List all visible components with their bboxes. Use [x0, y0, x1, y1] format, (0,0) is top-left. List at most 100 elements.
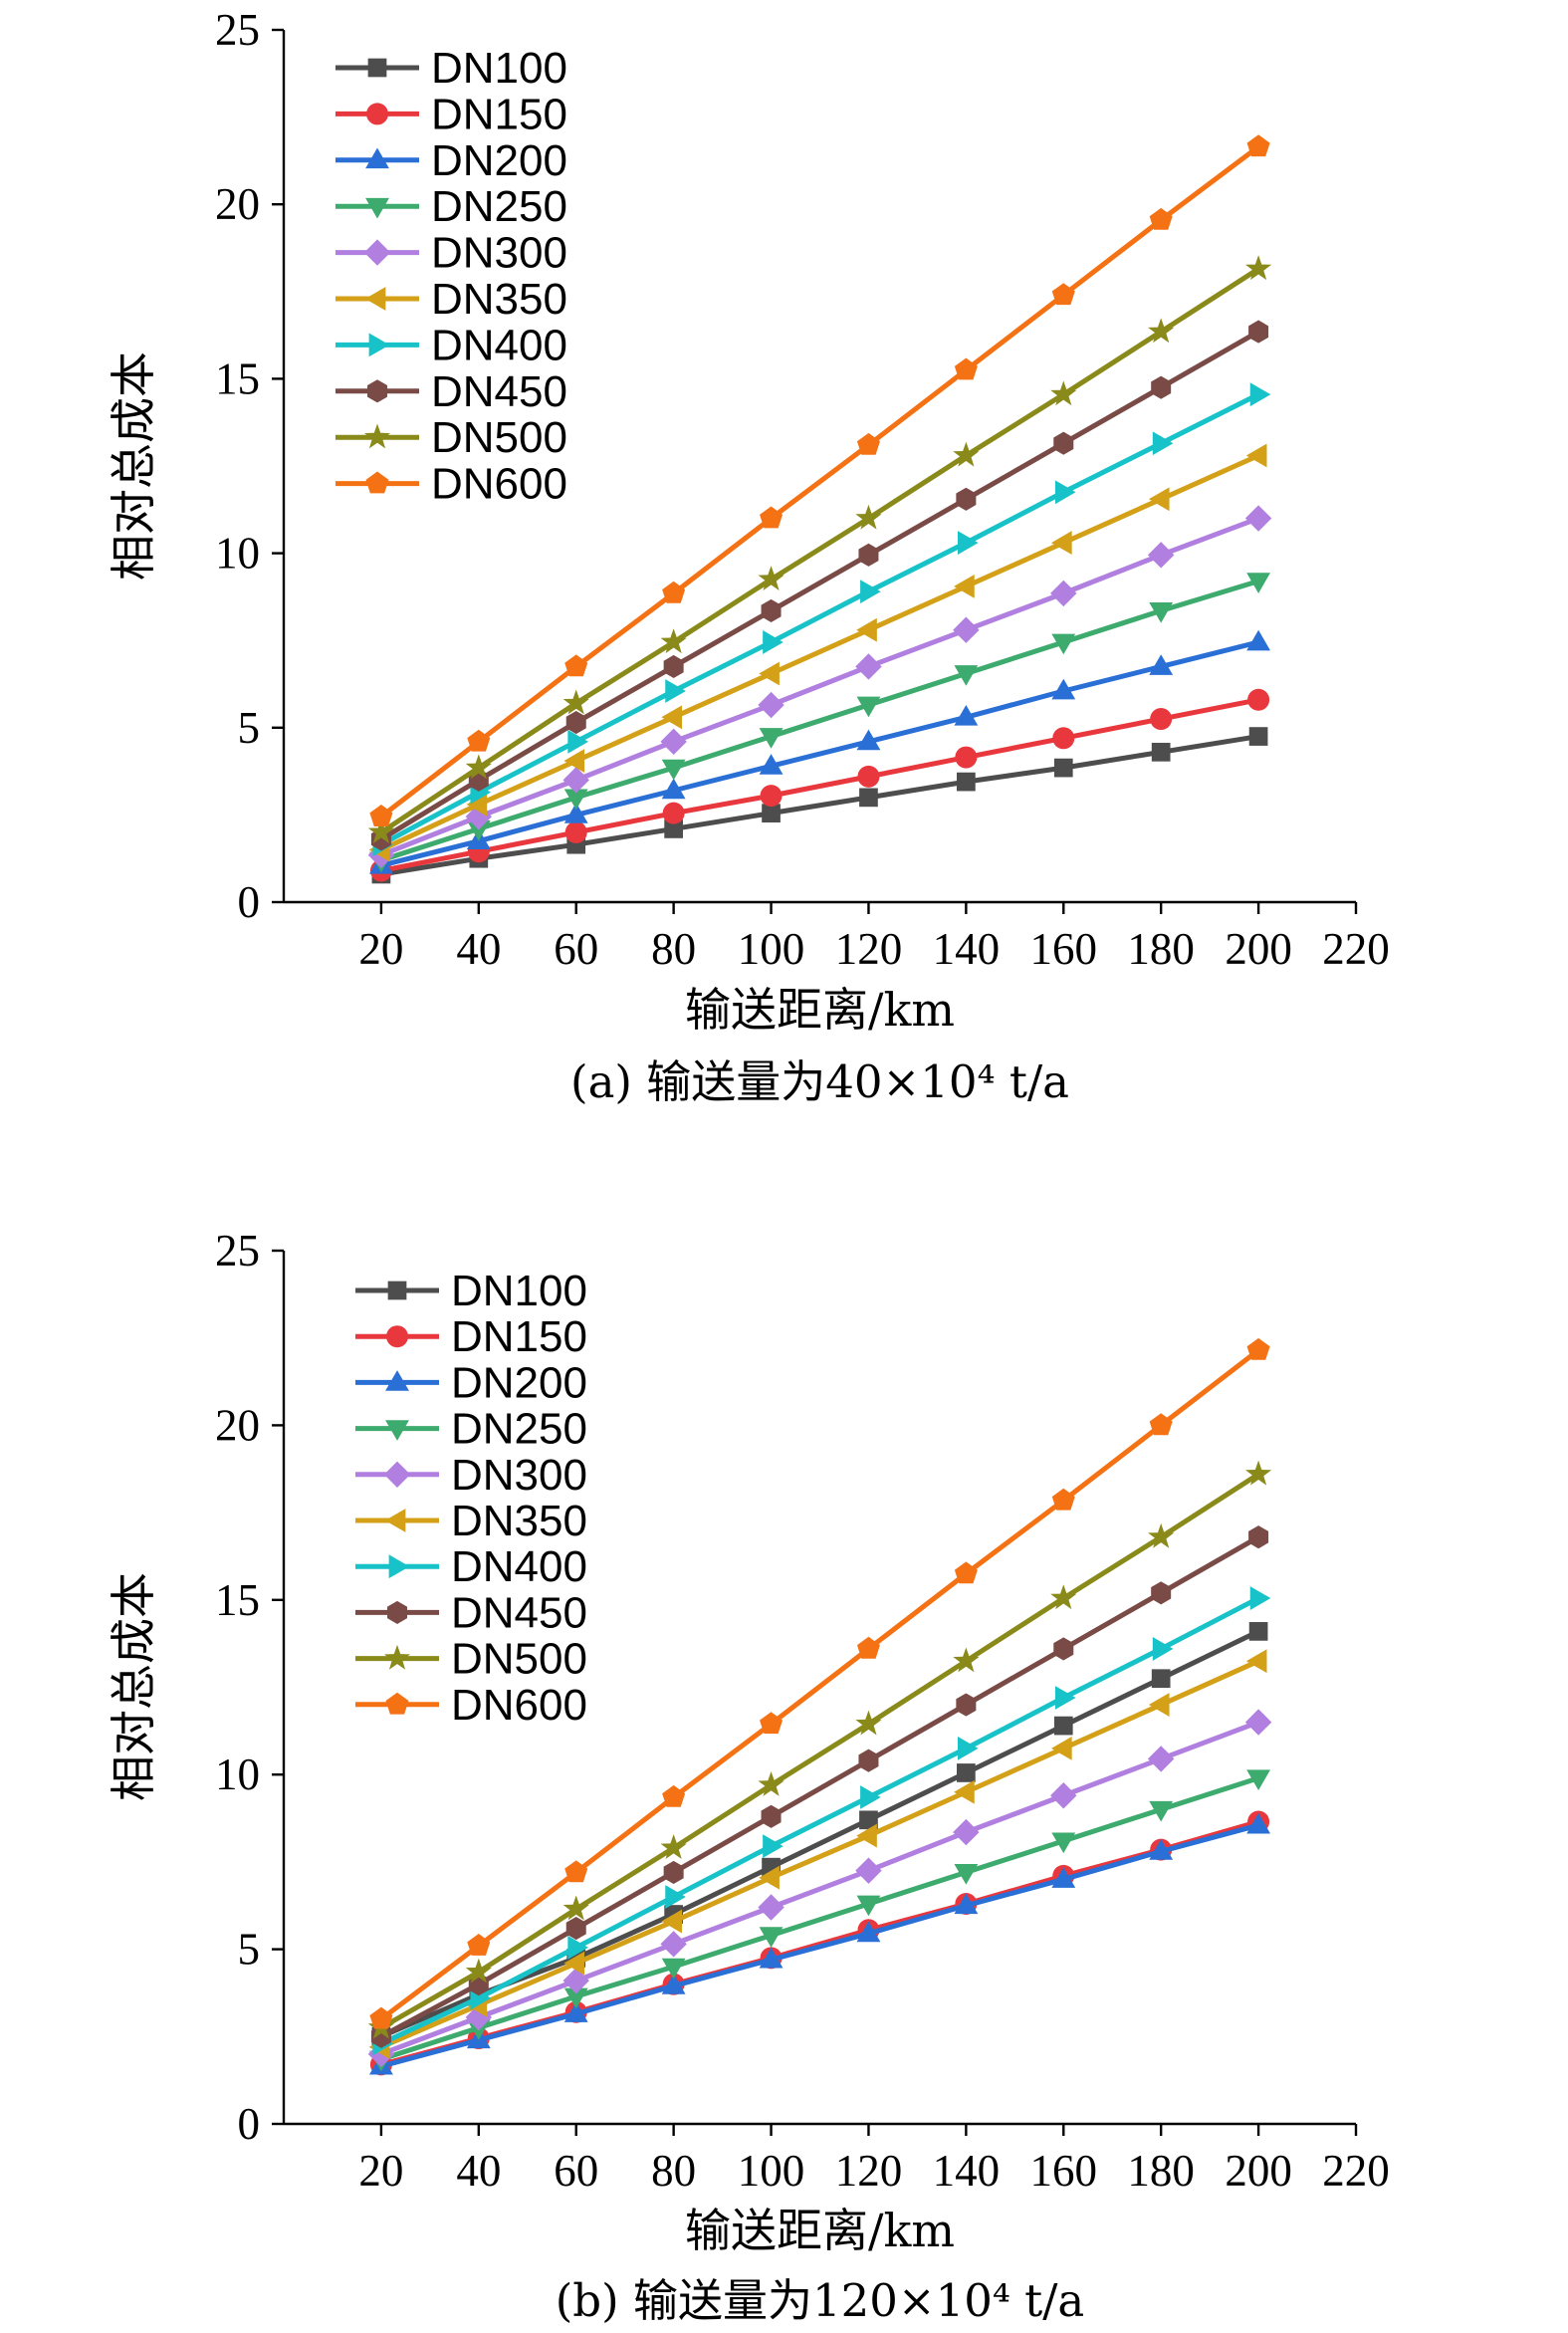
legend-label: DN500	[431, 413, 567, 462]
data-point	[665, 679, 686, 703]
data-point	[1246, 1812, 1270, 1834]
data-point	[1053, 431, 1074, 455]
x-tick-label: 160	[1030, 2146, 1098, 2196]
series-DN250	[369, 573, 1270, 873]
legend-label: DN100	[451, 1267, 587, 1315]
data-point	[1246, 1769, 1270, 1790]
legend: DN100DN150DN200DN250DN300DN350DN400DN450…	[336, 44, 567, 509]
data-point	[1051, 1867, 1076, 1888]
data-point	[567, 729, 588, 754]
series-line	[380, 734, 1259, 877]
data-point	[1051, 633, 1076, 655]
x-tick-label: 60	[554, 2146, 598, 2196]
y-tick-label: 25	[215, 5, 260, 55]
series-DN400	[372, 382, 1271, 857]
data-point	[957, 1736, 979, 1760]
data-point	[758, 566, 784, 590]
data-point	[665, 1885, 686, 1909]
data-point	[467, 1933, 491, 1956]
legend-marker	[387, 1600, 407, 1624]
data-point	[1051, 1736, 1072, 1760]
data-point	[1246, 134, 1270, 157]
legend-label: DN200	[451, 1358, 587, 1407]
legend-label: DN300	[431, 229, 567, 278]
data-point	[1151, 1669, 1171, 1689]
data-point	[1051, 283, 1075, 306]
data-point	[954, 574, 975, 598]
data-point	[564, 1860, 588, 1883]
x-tick-label: 80	[651, 924, 696, 974]
legend-label: DN450	[431, 367, 567, 416]
chart-panel-a: 0 5 10 15 20 25 20 40 60 80 100 120 140 160 180 200 220 D…	[107, 5, 1390, 1108]
x-tick-label: 220	[1322, 2146, 1390, 2196]
data-point	[957, 531, 979, 555]
data-point	[856, 1895, 881, 1917]
legend-label: DN400	[451, 1542, 587, 1591]
data-point	[954, 1779, 975, 1804]
data-point	[953, 441, 980, 467]
data-point	[856, 432, 880, 455]
series-DN200	[369, 629, 1270, 874]
data-point	[759, 661, 780, 686]
data-point	[563, 803, 588, 823]
data-point	[1152, 431, 1174, 456]
x-tick-label: 120	[835, 924, 903, 974]
y-tick-label: 20	[215, 179, 260, 229]
y-tick-label: 5	[238, 1925, 261, 1975]
data-point	[1051, 531, 1072, 555]
data-point	[563, 1951, 585, 1976]
data-point	[760, 785, 783, 808]
legend-marker	[365, 147, 389, 169]
x-tick-label: 200	[1225, 924, 1292, 974]
data-point	[1148, 1522, 1175, 1548]
series-DN150	[369, 1810, 1270, 2076]
series-DN300	[367, 505, 1272, 868]
data-point	[763, 1834, 784, 1859]
x-tick-label: 140	[933, 924, 1001, 974]
y-tick-label: 10	[215, 1750, 260, 1799]
data-point	[1151, 742, 1171, 762]
legend-marker	[366, 103, 388, 125]
data-point	[1248, 1525, 1269, 1549]
series-line	[379, 1658, 1260, 2050]
data-point	[1052, 727, 1075, 750]
x-tick-label: 200	[1225, 2146, 1292, 2196]
data-point	[465, 803, 493, 830]
data-point	[855, 504, 882, 530]
y-tick-label: 20	[215, 1400, 260, 1450]
data-point	[956, 1693, 977, 1717]
data-point	[855, 653, 882, 680]
data-point	[562, 689, 589, 715]
data-point	[466, 820, 491, 841]
data-point	[1247, 688, 1270, 711]
data-point	[1249, 1586, 1271, 1610]
y-tick-label: 0	[238, 877, 261, 927]
series-DN250	[369, 1769, 1270, 2072]
x-tick-label: 100	[738, 924, 805, 974]
y-tick-label: 0	[238, 2099, 261, 2149]
data-point	[661, 1958, 686, 1980]
data-point	[953, 1818, 980, 1846]
data-point	[662, 581, 686, 603]
legend-label: DN250	[451, 1405, 587, 1454]
data-point	[856, 1823, 877, 1848]
data-point	[1245, 443, 1267, 468]
data-point	[1245, 1649, 1267, 1674]
series-DN300	[367, 1709, 1272, 2068]
data-point	[1148, 487, 1170, 512]
data-point	[565, 710, 586, 735]
data-point	[759, 1947, 784, 1969]
data-point	[1246, 1337, 1270, 1360]
x-tick-label: 60	[554, 924, 598, 974]
data-point	[856, 729, 881, 751]
x-tick-label: 20	[358, 2146, 403, 2196]
y-axis-title: 相对总成本	[107, 1572, 160, 1801]
x-tick-label: 180	[1127, 2146, 1195, 2196]
legend-marker	[365, 197, 389, 219]
data-point	[661, 1974, 686, 1994]
legend-marker	[367, 379, 387, 403]
data-point	[954, 665, 979, 686]
series-line	[380, 579, 1259, 863]
legend-label: DN450	[451, 1588, 587, 1637]
